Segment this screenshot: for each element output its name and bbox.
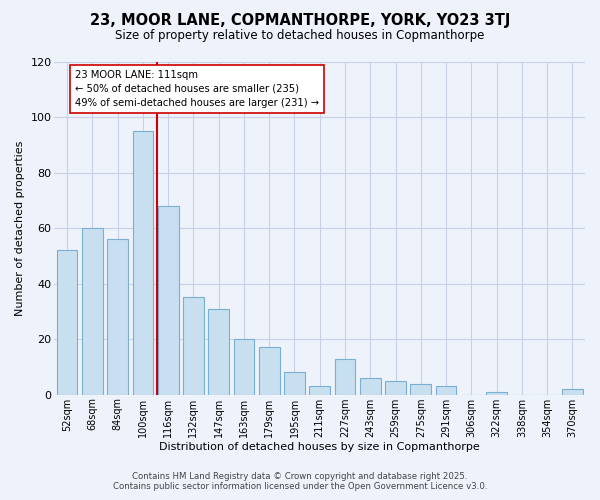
Bar bbox=[486, 392, 507, 394]
Bar bbox=[233, 339, 254, 394]
Bar bbox=[436, 386, 457, 394]
Bar bbox=[259, 348, 280, 395]
Bar bbox=[310, 386, 330, 394]
Bar bbox=[335, 358, 355, 394]
Bar bbox=[158, 206, 179, 394]
Bar bbox=[284, 372, 305, 394]
X-axis label: Distribution of detached houses by size in Copmanthorpe: Distribution of detached houses by size … bbox=[160, 442, 480, 452]
Bar bbox=[208, 308, 229, 394]
Bar bbox=[410, 384, 431, 394]
Text: Contains HM Land Registry data © Crown copyright and database right 2025.
Contai: Contains HM Land Registry data © Crown c… bbox=[113, 472, 487, 491]
Bar bbox=[562, 389, 583, 394]
Text: 23 MOOR LANE: 111sqm
← 50% of detached houses are smaller (235)
49% of semi-deta: 23 MOOR LANE: 111sqm ← 50% of detached h… bbox=[74, 70, 319, 108]
Bar bbox=[82, 228, 103, 394]
Bar bbox=[57, 250, 77, 394]
Text: Size of property relative to detached houses in Copmanthorpe: Size of property relative to detached ho… bbox=[115, 29, 485, 42]
Text: 23, MOOR LANE, COPMANTHORPE, YORK, YO23 3TJ: 23, MOOR LANE, COPMANTHORPE, YORK, YO23 … bbox=[90, 12, 510, 28]
Bar bbox=[107, 239, 128, 394]
Y-axis label: Number of detached properties: Number of detached properties bbox=[15, 140, 25, 316]
Bar bbox=[133, 131, 153, 394]
Bar bbox=[360, 378, 380, 394]
Bar bbox=[183, 298, 204, 394]
Bar bbox=[385, 381, 406, 394]
